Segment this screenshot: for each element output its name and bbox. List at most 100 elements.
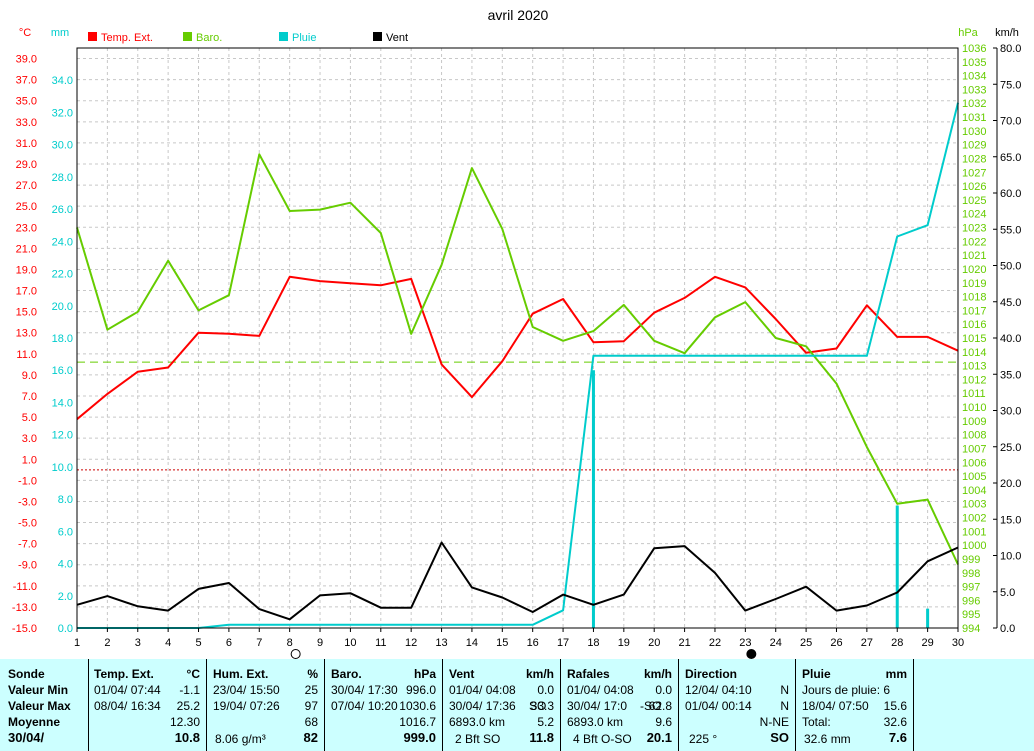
day-axis-tick-label: 9 bbox=[317, 637, 323, 649]
mm-axis-tick-label: 20.0 bbox=[52, 301, 73, 313]
temp-axis-tick-label: 39.0 bbox=[16, 54, 37, 66]
day-axis-tick-label: 13 bbox=[435, 637, 447, 649]
temp-min-date: 01/04/ 07:44 bbox=[94, 683, 161, 697]
hpa-axis-tick-label: 1029 bbox=[962, 140, 986, 152]
temp-axis-tick-label: 25.0 bbox=[16, 201, 37, 213]
rafales-max-date: 30/04/ 17:0 bbox=[567, 699, 628, 713]
plot-frame bbox=[76, 47, 959, 629]
direction-current: SO bbox=[770, 730, 789, 745]
hpa-axis-tick-label: 1027 bbox=[962, 167, 986, 179]
temp-axis-tick-label: -7.0 bbox=[18, 539, 37, 551]
day-axis-tick-label: 29 bbox=[921, 637, 933, 649]
hum-max-value: 97 bbox=[304, 699, 318, 713]
hpa-axis-tick-label: 1002 bbox=[962, 513, 986, 525]
hpa-axis-tick-label: 1030 bbox=[962, 126, 986, 138]
stats-col-temp: Temp. Ext. °C 01/04/ 07:44 -1.1 08/04/ 1… bbox=[89, 659, 206, 751]
series-line-hpa bbox=[76, 153, 959, 565]
mm-axis-tick-label: 12.0 bbox=[52, 430, 73, 442]
hpa-axis-tick-label: 995 bbox=[962, 609, 980, 621]
mm-axis: mm 34.0 32.0 30.0 28.0 26.0 24.0 22.0 20.0 18.0 16… bbox=[51, 27, 73, 635]
day-axis-tick-label: 3 bbox=[135, 637, 141, 649]
hpa-axis-tick-label: 1036 bbox=[962, 43, 986, 55]
temp-axis-tick-label: 35.0 bbox=[16, 96, 37, 108]
legend-label: Pluie bbox=[292, 32, 316, 44]
hpa-axis-tick-label: 1026 bbox=[962, 181, 986, 193]
temp-axis-tick-label: 17.0 bbox=[16, 286, 37, 298]
vent-distance: 6893.0 km bbox=[449, 715, 506, 729]
separator bbox=[560, 659, 561, 751]
kmh-axis-tick-label: 10.0 bbox=[1000, 551, 1021, 563]
hpa-axis-tick-label: 1007 bbox=[962, 443, 986, 455]
temp-axis-tick-label: 1.0 bbox=[22, 454, 37, 466]
day-axis-tick-label: 19 bbox=[618, 637, 630, 649]
temp-axis-tick-label: 9.0 bbox=[22, 370, 37, 382]
temp-current: 10.8 bbox=[174, 730, 200, 745]
kmh-axis-tick-label: 20.0 bbox=[1000, 478, 1021, 490]
chart-title: avril 2020 bbox=[488, 7, 549, 23]
sonde-max-label: Valeur Max bbox=[8, 699, 71, 713]
temp-axis-tick-label: 11.0 bbox=[16, 349, 37, 361]
kmh-axis-tick-label: 0.0 bbox=[1000, 623, 1015, 635]
direction-max-value: N bbox=[780, 699, 789, 713]
mm-axis-tick-label: 28.0 bbox=[52, 172, 73, 184]
kmh-axis-tick-label: 35.0 bbox=[1000, 369, 1021, 381]
kmh-axis-tick-label: 25.0 bbox=[1000, 442, 1021, 454]
stats-col-pluie: Pluie mm Jours de pluie: 6 18/04/ 07:50 … bbox=[796, 659, 913, 751]
baro-title: Baro. bbox=[331, 667, 362, 681]
hpa-axis-tick-label: 1019 bbox=[962, 278, 986, 290]
hpa-axis-tick-label: 1012 bbox=[962, 374, 986, 386]
hpa-axis-tick-label: 1028 bbox=[962, 153, 986, 165]
sonde-avg-label: Moyenne bbox=[8, 715, 61, 729]
pluie-total-label: Total: bbox=[802, 715, 831, 729]
rafales-current: 20.1 bbox=[646, 730, 672, 745]
hpa-axis-tick-label: 998 bbox=[962, 568, 980, 580]
day-axis-tick-label: 12 bbox=[405, 637, 417, 649]
hpa-axis-tick-label: 1006 bbox=[962, 457, 986, 469]
mm-axis-tick-label: 24.0 bbox=[52, 236, 73, 248]
hpa-axis-tick-label: 1032 bbox=[962, 98, 986, 110]
day-axis-tick-label: 1 bbox=[74, 637, 80, 649]
mm-axis-tick-label: 16.0 bbox=[52, 365, 73, 377]
legend-swatch-hpa bbox=[183, 32, 192, 41]
day-axis-tick-label: 20 bbox=[648, 637, 660, 649]
day-axis-tick-label: 2 bbox=[104, 637, 110, 649]
hpa-axis-tick-label: 1009 bbox=[962, 416, 986, 428]
mm-axis-tick-label: 34.0 bbox=[52, 75, 73, 87]
mm-axis-tick-label: 0.0 bbox=[58, 623, 73, 635]
day-axis-tick-label: 15 bbox=[496, 637, 508, 649]
hpa-axis-tick-label: 996 bbox=[962, 595, 980, 607]
hpa-axis-tick-label: 997 bbox=[962, 582, 980, 594]
rain-bar-day-29 bbox=[926, 608, 930, 628]
hpa-axis-tick-label: 1021 bbox=[962, 250, 986, 262]
hpa-axis-tick-label: 1014 bbox=[962, 347, 986, 359]
baro-average: 1016.7 bbox=[399, 715, 436, 729]
mm-axis-tick-label: 32.0 bbox=[52, 107, 73, 119]
temp-axis-tick-label: 19.0 bbox=[16, 264, 37, 276]
kmh-axis-tick-label: 75.0 bbox=[1000, 79, 1021, 91]
baro-max-date: 07/04/ 10:20 bbox=[331, 699, 398, 713]
day-axis-tick-label: 18 bbox=[587, 637, 599, 649]
stats-panel: Sonde Valeur Min Valeur Max Moyenne 30/0… bbox=[0, 659, 1034, 751]
mm-axis-tick-label: 10.0 bbox=[52, 462, 73, 474]
hum-max-date: 19/04/ 07:26 bbox=[213, 699, 280, 713]
kmh-axis-tick-label: 30.0 bbox=[1000, 406, 1021, 418]
series-line-kmh bbox=[76, 541, 959, 621]
vent-beaufort: 2 Bft SO bbox=[455, 732, 501, 746]
pluie-title: Pluie bbox=[802, 667, 831, 681]
rafales-min-date: 01/04/ 04:08 bbox=[567, 683, 634, 697]
rafales-max-direction: -SO bbox=[640, 699, 662, 713]
vent-title: Vent bbox=[449, 667, 475, 681]
direction-min-date: 12/04/ 04:10 bbox=[685, 683, 752, 697]
temp-axis-tick-label: 23.0 bbox=[16, 222, 37, 234]
day-axis-tick-label: 23 bbox=[739, 637, 751, 649]
kmh-axis-tick-label: 65.0 bbox=[1000, 152, 1021, 164]
sonde-min-label: Valeur Min bbox=[8, 683, 69, 697]
day-axis-tick-label: 21 bbox=[678, 637, 690, 649]
day-axis-tick-label: 14 bbox=[466, 637, 478, 649]
day-axis: 1 2 3 4 5 6 7 8 9 10 11 12 13 14 15 16 17 18 19 20 21 22 23 24 2… bbox=[74, 628, 964, 649]
temp-axis-tick-label: 37.0 bbox=[16, 75, 37, 87]
separator bbox=[913, 659, 914, 751]
hum-min-date: 23/04/ 15:50 bbox=[213, 683, 280, 697]
legend-swatch-temp bbox=[88, 32, 97, 41]
hpa-axis-tick-label: 1008 bbox=[962, 430, 986, 442]
